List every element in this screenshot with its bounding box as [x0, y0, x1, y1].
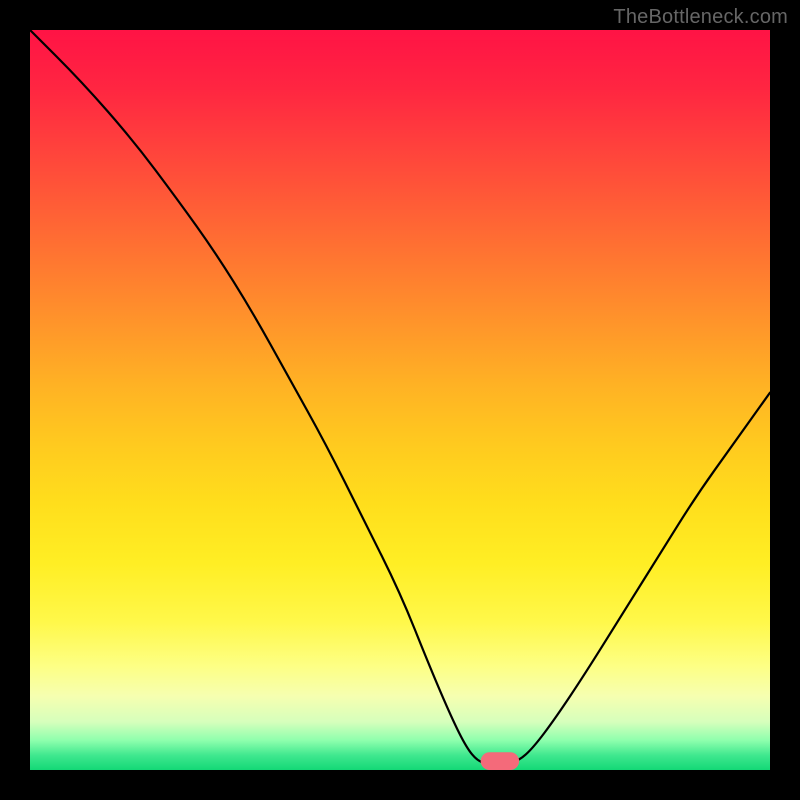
bottleneck-marker	[481, 752, 519, 770]
chart-svg	[30, 30, 770, 770]
gradient-background	[30, 30, 770, 770]
plot-area	[30, 30, 770, 770]
chart-container: TheBottleneck.com	[0, 0, 800, 800]
watermark-text: TheBottleneck.com	[613, 6, 788, 29]
